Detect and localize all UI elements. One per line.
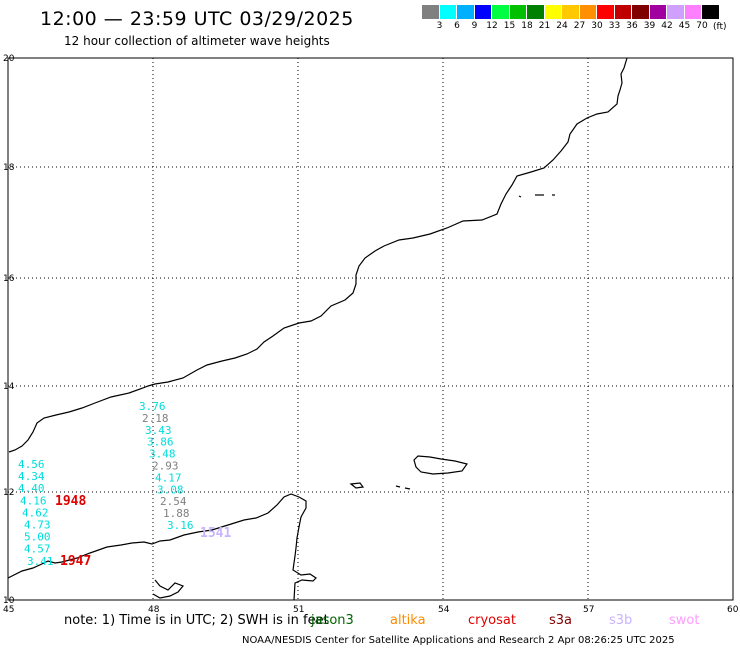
track-mixed: 3.762.183.433.863.482.934.173.082.541.88… bbox=[139, 400, 194, 532]
legend-swatch bbox=[527, 5, 545, 19]
satellite-label: cryosat bbox=[468, 613, 516, 628]
legend-label: 39 bbox=[643, 21, 656, 31]
legend-label: 6 bbox=[454, 21, 460, 31]
map-frame bbox=[7, 57, 734, 601]
longitude-label: 51 bbox=[293, 605, 304, 615]
wave-height-value: 3.43 bbox=[145, 424, 172, 437]
legend-swatches bbox=[422, 5, 720, 19]
wave-height-value: 3.76 bbox=[139, 400, 166, 413]
legend-swatch bbox=[439, 5, 457, 19]
legend-label: 33 bbox=[608, 21, 621, 31]
satellite-label: jason3 bbox=[311, 613, 354, 628]
legend-label: 30 bbox=[591, 21, 603, 31]
legend-label: 12 bbox=[486, 21, 498, 31]
wave-height-value: 4.73 bbox=[24, 519, 51, 532]
legend-label: 27 bbox=[573, 21, 586, 31]
map-title: 12:00 — 23:59 UTC 03/29/2025 bbox=[40, 8, 354, 30]
legend-label: 3 bbox=[436, 21, 443, 31]
latitude-labels: 20 18 16 14 12 10 bbox=[3, 54, 15, 606]
legend-label: 21 bbox=[538, 21, 551, 31]
longitude-label: 45 bbox=[3, 605, 14, 615]
legend-swatch bbox=[614, 5, 632, 19]
wave-height-value: 2.54 bbox=[160, 495, 187, 508]
wave-height-value: 3.48 bbox=[149, 448, 176, 461]
island-brothers-2 bbox=[404, 487, 411, 490]
wave-height-value: 4.57 bbox=[24, 543, 51, 556]
island-socotra bbox=[413, 455, 469, 475]
wave-height-value: 3.16 bbox=[167, 519, 194, 532]
map-subtitle: 12 hour collection of altimeter wave hei… bbox=[64, 34, 330, 48]
wave-height-value: 4.34 bbox=[18, 470, 45, 483]
pass-time-labels: 1948 1947 1541 bbox=[55, 494, 231, 569]
longitude-label: 48 bbox=[148, 605, 160, 615]
latitude-label: 14 bbox=[3, 382, 15, 392]
somali-inlet bbox=[152, 579, 185, 599]
legend-swatch bbox=[509, 5, 527, 19]
latitude-label: 16 bbox=[3, 274, 15, 284]
legend-label: 70 bbox=[696, 21, 708, 31]
satellite-label: s3b bbox=[609, 613, 633, 628]
island-brothers-1 bbox=[395, 485, 401, 488]
legend-swatch bbox=[474, 5, 492, 19]
pass-time-label: 1541 bbox=[200, 526, 231, 541]
legend-unit: (ft) bbox=[713, 22, 727, 32]
legend-label: 9 bbox=[471, 21, 478, 31]
track-cyan: 4.564.344.404.164.624.735.004.573.41 bbox=[18, 458, 54, 568]
legend-swatch bbox=[684, 5, 702, 19]
coastline-africa bbox=[7, 493, 317, 601]
wave-height-value: 4.40 bbox=[18, 482, 45, 495]
island-kuria-1 bbox=[518, 195, 522, 198]
legend-swatch bbox=[632, 5, 650, 19]
satellite-label: swot bbox=[669, 613, 700, 628]
wave-height-value: 3.86 bbox=[147, 436, 174, 449]
color-legend: 3 6 9 12 15 18 21 24 27 30 33 36 39 42 45 70 bbox=[422, 5, 720, 31]
latitude-label: 18 bbox=[3, 163, 15, 173]
longitude-label: 54 bbox=[438, 605, 450, 615]
legend-label: 42 bbox=[661, 21, 673, 31]
wave-height-value: 2.18 bbox=[142, 412, 169, 425]
footer-credit: NOAA/NESDIS Center for Satellite Applica… bbox=[242, 635, 675, 646]
legend-swatch bbox=[562, 5, 580, 19]
latitude-label: 12 bbox=[3, 488, 14, 498]
legend-label: 36 bbox=[626, 21, 638, 31]
wave-height-value: 4.56 bbox=[18, 458, 45, 471]
longitude-label: 57 bbox=[583, 605, 594, 615]
legend-swatch bbox=[667, 5, 685, 19]
wave-height-value: 3.41 bbox=[27, 555, 54, 568]
longitude-label: 60 bbox=[727, 605, 739, 615]
legend-swatch bbox=[702, 5, 720, 19]
latitude-label: 20 bbox=[3, 54, 15, 64]
satellite-label: altika bbox=[390, 613, 426, 628]
legend-label: 18 bbox=[521, 21, 533, 31]
wave-height-value: 3.08 bbox=[157, 483, 184, 496]
legend-swatch bbox=[544, 5, 562, 19]
legend-swatch bbox=[457, 5, 475, 19]
legend-label: 15 bbox=[503, 21, 516, 31]
footer-note: note: 1) Time is in UTC; 2) SWH is in fe… bbox=[64, 613, 329, 628]
wave-height-value: 2.93 bbox=[152, 460, 179, 473]
wave-height-value: 4.17 bbox=[155, 471, 182, 484]
wave-height-value: 1.88 bbox=[163, 507, 190, 520]
legend-labels: 3 6 9 12 15 18 21 24 27 30 33 36 39 42 45 70 bbox=[422, 19, 720, 31]
legend-swatch bbox=[422, 5, 440, 19]
wave-height-value: 4.16 bbox=[20, 494, 47, 507]
legend-swatch bbox=[492, 5, 510, 19]
graticule bbox=[8, 58, 733, 600]
latitude-label: 10 bbox=[3, 596, 15, 606]
island-abd-al-kuri bbox=[349, 482, 365, 489]
wave-height-value: 4.62 bbox=[22, 506, 49, 519]
legend-label: 45 bbox=[678, 21, 691, 31]
coastline bbox=[7, 57, 628, 601]
pass-time-label: 1948 bbox=[55, 494, 86, 509]
pass-time-label: 1947 bbox=[60, 554, 91, 569]
legend-swatch bbox=[649, 5, 667, 19]
longitude-labels: 45 48 51 54 57 60 bbox=[3, 605, 739, 615]
satellite-label: s3a bbox=[549, 613, 573, 628]
coastline-arabia bbox=[8, 57, 628, 453]
legend-label: 24 bbox=[556, 21, 568, 31]
legend-swatch bbox=[579, 5, 597, 19]
wave-height-value: 5.00 bbox=[24, 531, 51, 544]
legend-swatch bbox=[597, 5, 615, 19]
